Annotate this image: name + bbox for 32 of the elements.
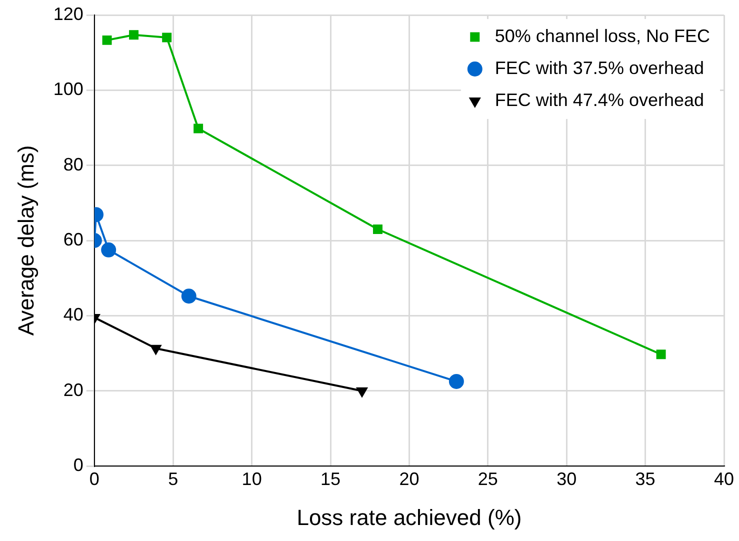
x-axis-title: Loss rate achieved (%): [296, 504, 522, 530]
x-tick-label: 15: [320, 468, 341, 489]
y-tick-label: 100: [53, 79, 84, 100]
point: [129, 30, 139, 40]
point: [150, 344, 162, 355]
x-tick-label: 40: [714, 468, 734, 489]
point: [372, 224, 382, 234]
point: [101, 242, 116, 258]
y-tick-label: 80: [63, 154, 84, 174]
point: [102, 35, 112, 45]
y-tick-label: 0: [73, 454, 84, 475]
x-tick-label: 30: [556, 468, 577, 489]
y-tick-label: 120: [53, 4, 84, 24]
point: [181, 288, 196, 304]
legend-label: FEC with 37.5% overhead: [494, 58, 704, 78]
y-axis-title: Average delay (ms): [13, 145, 38, 336]
point: [448, 374, 464, 389]
y-tick-label: 20: [63, 380, 84, 400]
x-tick-label: 25: [478, 468, 498, 489]
legend-label: 50% channel loss, No FEC: [494, 26, 710, 46]
x-tick-label: 10: [242, 468, 262, 489]
point: [656, 350, 666, 360]
point: [356, 387, 368, 398]
point: [162, 32, 172, 42]
legend-label: FEC with 47.4% overhead: [494, 90, 704, 110]
point: [194, 124, 204, 134]
x-tick-label: 35: [635, 468, 656, 489]
x-tick-label: 5: [168, 468, 178, 489]
x-tick-label: 20: [399, 468, 420, 489]
y-tick-label: 40: [63, 304, 84, 325]
y-tick-label: 60: [63, 229, 84, 250]
x-tick-label: 0: [89, 468, 100, 489]
